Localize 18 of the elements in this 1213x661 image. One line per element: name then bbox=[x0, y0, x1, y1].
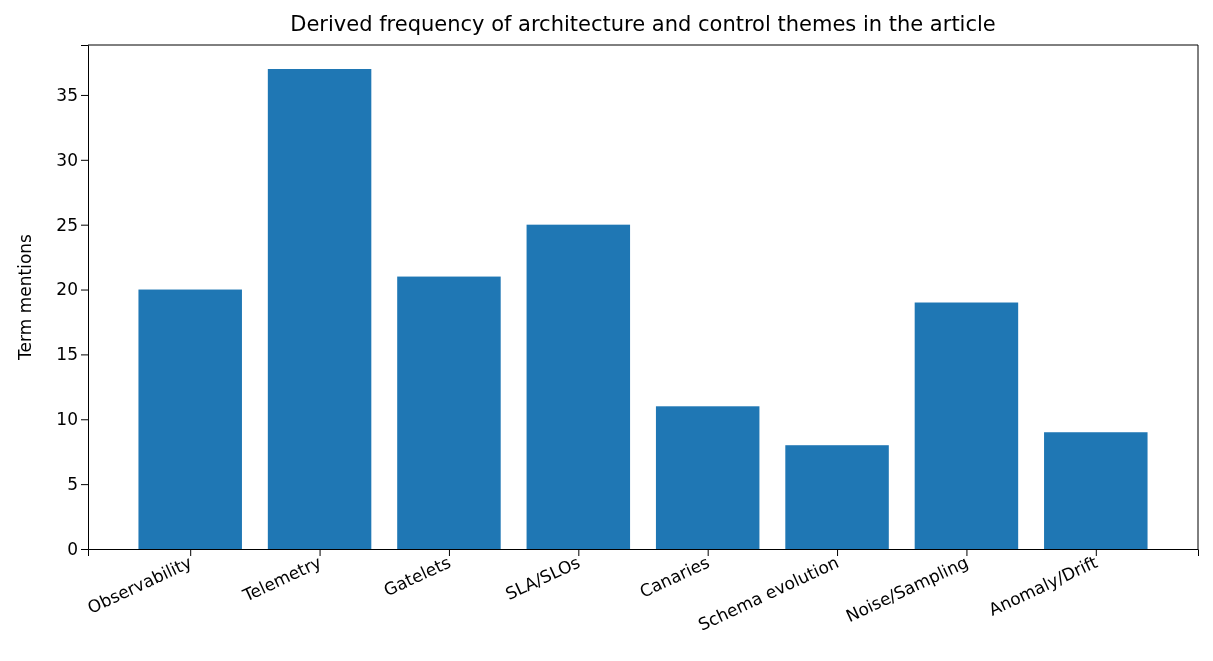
bar bbox=[397, 276, 501, 549]
bar bbox=[655, 406, 760, 549]
bar bbox=[138, 289, 242, 549]
chart-title: Derived frequency of architecture and control themes in the article bbox=[290, 12, 996, 36]
bar bbox=[1044, 432, 1148, 549]
y-tick-label: 35 bbox=[56, 84, 78, 105]
bar bbox=[267, 69, 372, 549]
y-tick-label: 20 bbox=[56, 279, 78, 300]
y-tick-label: 0 bbox=[67, 538, 78, 559]
y-tick-label: 30 bbox=[56, 149, 78, 170]
y-tick-label: 5 bbox=[67, 474, 78, 495]
y-tick-label: 25 bbox=[56, 214, 78, 235]
y-tick-label: 15 bbox=[56, 344, 78, 365]
y-tick-label: 10 bbox=[56, 409, 78, 430]
bar bbox=[526, 224, 631, 549]
y-axis-title: Term mentions bbox=[15, 233, 35, 361]
bar bbox=[914, 302, 1019, 549]
bar bbox=[785, 445, 889, 549]
